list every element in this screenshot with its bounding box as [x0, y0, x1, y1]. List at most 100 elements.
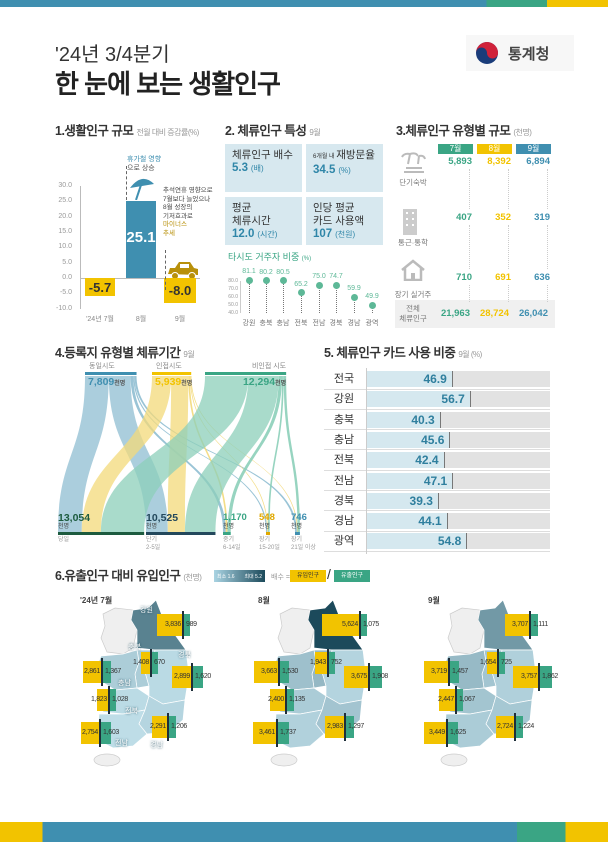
x-tick-label: 경남 [347, 320, 361, 327]
target-label: 2-5일 [146, 545, 161, 551]
source-bar [152, 372, 192, 375]
logo-text: 통계청 [508, 45, 550, 63]
bottom-stripe [0, 822, 608, 842]
inflow-box [141, 652, 151, 674]
outflow-box [515, 716, 524, 738]
ratio-divider [368, 663, 370, 691]
bar-fill [367, 411, 441, 428]
inflow-box [156, 614, 183, 636]
total-cell: 21,963 [440, 308, 470, 319]
target-label: 중기 [223, 537, 235, 543]
y-tick-label: 50.0 [228, 302, 238, 308]
category-label: 전북 [333, 454, 355, 467]
ratio-divider [514, 713, 516, 741]
taegeuk-logo-icon [476, 42, 498, 64]
dotted-guide [547, 225, 548, 269]
outflow-box [168, 716, 177, 738]
inflow-value: 2,447 [437, 696, 454, 703]
flow-band [283, 376, 300, 532]
outflow-box [530, 614, 538, 636]
month-header: 9월 [516, 144, 551, 154]
outflow-box [277, 722, 289, 744]
target-label: 당일 [58, 537, 70, 543]
x-tick-label: 충북 [259, 320, 273, 327]
category-label: 충북 [333, 413, 355, 426]
total-cell: 28,724 [479, 308, 509, 319]
row-separator [324, 388, 550, 390]
outflow-value: 1,075 [363, 621, 380, 628]
stat-card-value: 107 (천원) [313, 228, 356, 240]
target-unit: 천명 [223, 524, 235, 530]
bar-value-label: 47.1 [423, 473, 448, 488]
ratio-divider [344, 713, 346, 741]
stat-card: 평균 체류시간 12.0 (시간) [225, 197, 302, 245]
lollipop-stem [336, 285, 337, 313]
inflow-box [172, 666, 192, 688]
target-label: 21일 이상 [291, 545, 316, 551]
inflow-value: 3,675 [350, 673, 367, 680]
flow-band [267, 376, 284, 532]
annotation-leader [126, 166, 127, 200]
map-region-jeju [270, 753, 298, 767]
outflow-value: 1,367 [105, 668, 122, 675]
flow-band [100, 376, 249, 532]
target-bar [58, 532, 145, 535]
dotted-guide [469, 285, 470, 302]
outflow-box [369, 666, 382, 688]
total-label: 전체 [406, 304, 420, 313]
dotted-guide [508, 169, 509, 209]
dotted-guide [508, 285, 509, 302]
inflow-box [253, 722, 277, 744]
lollipop-value: 59.9 [347, 285, 361, 293]
target-value: 548 [259, 512, 275, 523]
map-region-label: 충북 [128, 644, 141, 651]
y-tick-label: 25.0 [58, 197, 72, 205]
outflow-value: 1,862 [542, 673, 559, 680]
target-value: 10,525 [146, 512, 179, 524]
outflow-box [109, 689, 116, 711]
table-cell: 8,392 [487, 156, 511, 167]
stat-card-label: 인당 평균 카드 사용액 [313, 202, 365, 227]
inflow-box [314, 652, 328, 674]
dotted-guide [469, 225, 470, 269]
lollipop-dot [245, 276, 253, 284]
flow-band [81, 376, 172, 532]
inflow-box [486, 652, 498, 674]
x-tick-label: 전북 [294, 320, 308, 327]
outflow-value: 1,603 [103, 729, 120, 736]
stat-card-value: 34.5 (%) [313, 164, 351, 176]
map-region-jeju [93, 753, 121, 767]
row-separator [324, 490, 550, 491]
inflow-value: 3,719 [430, 668, 447, 675]
ratio-divider [327, 649, 329, 677]
inflow-box [513, 666, 539, 688]
category-label: 강원 [333, 393, 355, 406]
source-value: 5,939천명 [155, 376, 193, 388]
y-tick-label: 10.0 [58, 243, 72, 251]
lollipop-dot [315, 281, 323, 289]
ratio-divider [278, 658, 280, 686]
target-label: 장기 [259, 537, 271, 543]
building-icon [400, 207, 420, 240]
inflow-value: 5,624 [341, 621, 358, 628]
outflow-box [279, 661, 290, 683]
inflow-legend: 유입인구 [290, 570, 326, 582]
outflow-box [286, 689, 294, 711]
flow-band [227, 376, 283, 532]
lollipop-dot [368, 301, 376, 309]
inflow-value: 2,724 [496, 723, 513, 730]
outflow-value: 1,135 [289, 696, 306, 703]
inflow-value: 1,823 [90, 696, 107, 703]
y-axis [80, 185, 81, 309]
bar-value-label: 44.1 [418, 514, 442, 529]
unit-label: 천명 [181, 381, 193, 387]
source-bar [85, 372, 137, 375]
row-label: 장기 실거주 [394, 290, 432, 299]
outflow-legend: 유출인구 [334, 570, 370, 582]
row-separator [324, 449, 550, 451]
map-region-label: 충남 [118, 680, 131, 687]
outflow-value: 1,297 [348, 723, 365, 730]
target-label: 단기 [146, 537, 158, 543]
outflow-box [360, 614, 368, 636]
inflow-box [152, 716, 168, 738]
